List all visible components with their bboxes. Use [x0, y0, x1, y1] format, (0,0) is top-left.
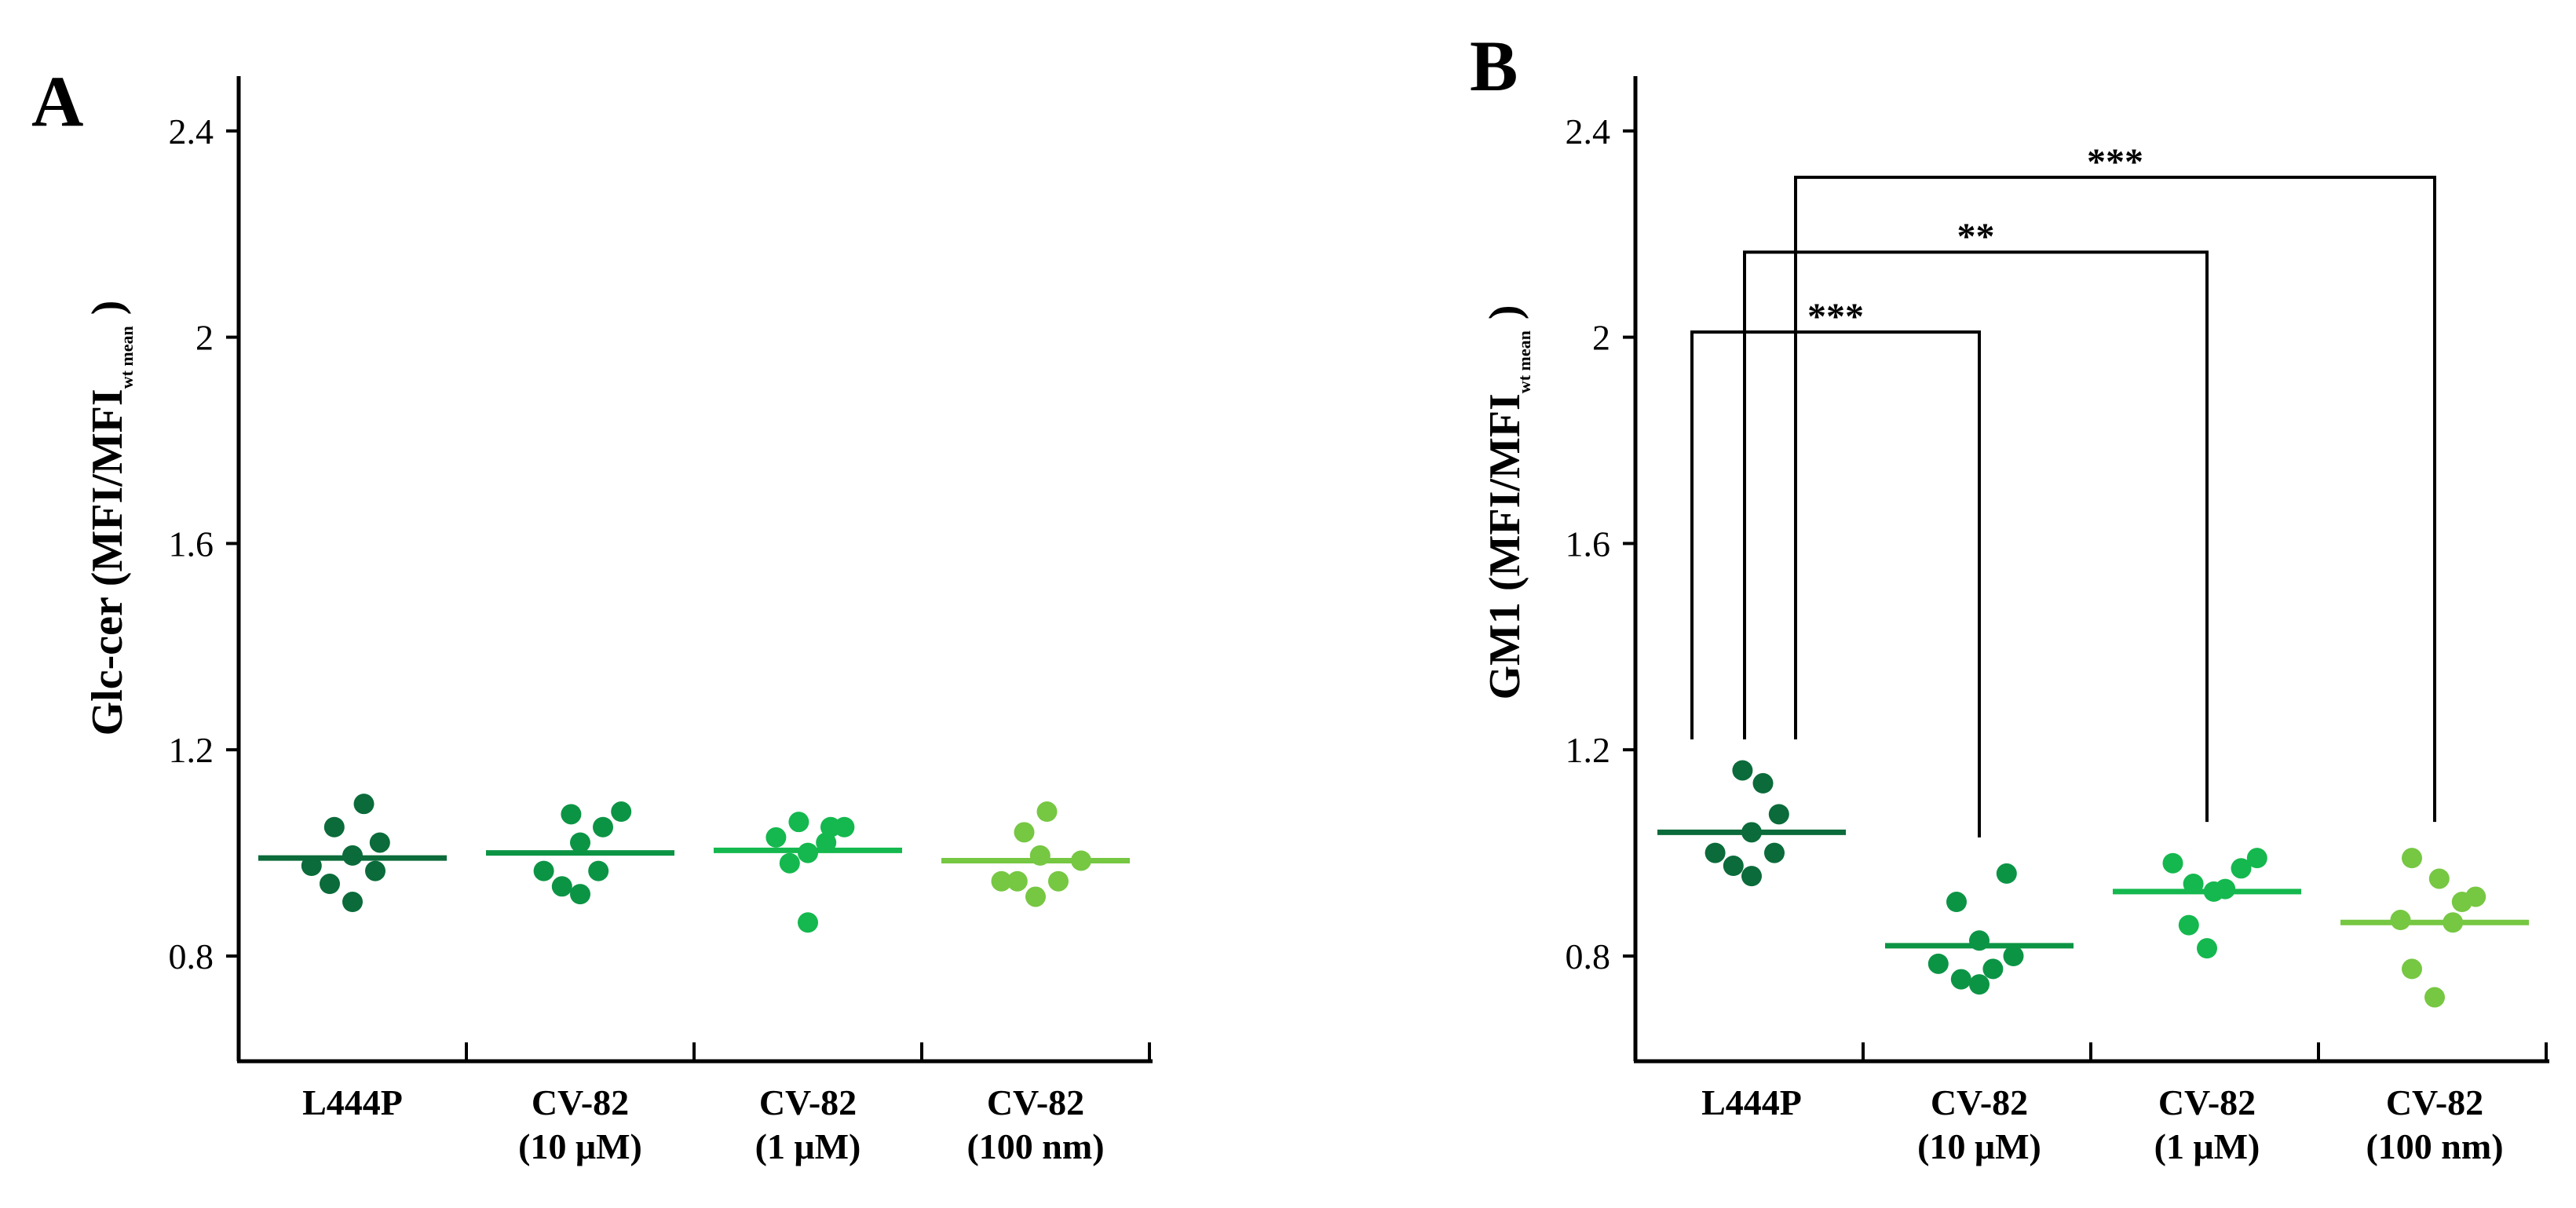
series-group: [714, 812, 902, 933]
data-point: [1741, 866, 1762, 887]
data-point: [788, 812, 809, 833]
series-group: [2340, 848, 2529, 1008]
data-point: [1768, 804, 1789, 825]
significance-label: ***: [2087, 141, 2143, 183]
data-point: [779, 852, 800, 874]
significance-bracket: [1743, 250, 2209, 823]
data-point: [1764, 842, 1785, 863]
data-point: [369, 832, 390, 853]
data-point: [323, 816, 345, 838]
y-tick-label: 1.2: [169, 730, 214, 770]
data-point: [1723, 856, 1744, 877]
data-point: [1982, 958, 2004, 980]
data-point: [1007, 870, 1028, 892]
panel-b: B 0.8 1.2 1.6 2 2.4 L444P CV-82 (10 μM) CV-82 (1 …: [1470, 26, 2549, 1166]
y-tick-label: 0.8: [169, 936, 214, 976]
data-point: [611, 801, 632, 823]
x-tick-label: CV-82 (100 nm): [966, 1082, 1104, 1166]
data-point: [1025, 886, 1046, 907]
data-point: [1048, 870, 1069, 892]
data-point: [834, 816, 855, 838]
significance-bracket: [1794, 175, 2436, 823]
data-point: [1014, 822, 1035, 843]
x-tick-label: CV-82 (10 μM): [1917, 1082, 2041, 1166]
data-point: [2465, 886, 2486, 907]
data-point: [1969, 974, 1990, 995]
y-axis-title: GM1 (MFI/MFIwt mean ): [1481, 305, 1534, 699]
y-tick-label: 0.8: [1566, 936, 1611, 976]
data-point: [2424, 987, 2445, 1008]
data-point: [588, 860, 609, 881]
data-point: [2428, 868, 2450, 889]
data-point: [1752, 772, 1774, 794]
data-point: [798, 912, 818, 933]
series-group: [1885, 863, 2074, 995]
x-tick-label: CV-82 (1 μM): [2154, 1082, 2260, 1166]
x-tick-label: L444P: [1701, 1082, 1802, 1122]
data-point: [342, 892, 363, 913]
data-point: [2246, 848, 2267, 869]
panel-a-letter: A: [31, 61, 83, 141]
data-point: [2402, 958, 2422, 980]
series-group: [1657, 760, 1846, 887]
data-point: [593, 816, 613, 838]
significance-label: ***: [1807, 296, 1864, 338]
y-tick-label: 1.2: [1566, 730, 1611, 770]
y-tick-label: 2: [1592, 318, 1610, 358]
data-point: [1705, 842, 1726, 863]
y-tick-label: 1.6: [169, 524, 214, 564]
data-point: [533, 860, 554, 881]
significance-label: **: [1957, 216, 1995, 257]
y-tick-label: 1.6: [1566, 524, 1611, 564]
y-tick-label: 2.4: [1566, 111, 1611, 151]
data-point: [1036, 801, 1058, 823]
data-point: [2162, 852, 2183, 874]
data-point: [1996, 863, 2017, 884]
data-point: [1732, 760, 1753, 781]
data-point: [2231, 858, 2252, 879]
data-point: [1946, 892, 1967, 913]
data-point: [570, 884, 590, 905]
panel-a: A 0.8 1.2 1.6 2 2.4 L444P CV-82 (10 μM) CV-82 (1 …: [31, 61, 1153, 1166]
significance-bracket: [1690, 330, 1981, 838]
y-axis-title: Glc-cer (MFI/MFIwt mean ): [83, 301, 137, 736]
data-point: [320, 874, 340, 895]
data-point: [2197, 938, 2217, 959]
data-point: [991, 870, 1012, 892]
x-tick-label: CV-82 (100 nm): [2366, 1082, 2503, 1166]
data-point: [2178, 914, 2199, 936]
series-group: [258, 794, 447, 913]
x-tick-label: L444P: [302, 1082, 403, 1122]
data-point: [551, 876, 572, 897]
data-point: [765, 827, 787, 848]
series-group: [2113, 848, 2301, 959]
data-point: [353, 794, 375, 815]
data-point: [570, 832, 590, 853]
y-tick-label: 2.4: [169, 111, 214, 151]
data-point: [2402, 848, 2422, 869]
data-point: [1950, 969, 1971, 990]
x-tick-label: CV-82 (10 μM): [518, 1082, 642, 1166]
y-tick-label: 2: [195, 318, 214, 358]
data-point: [2003, 946, 2024, 966]
series-group: [486, 801, 674, 905]
panel-b-letter: B: [1470, 26, 1518, 106]
data-point: [365, 860, 385, 881]
data-point: [561, 804, 582, 825]
x-tick-label: CV-82 (1 μM): [755, 1082, 861, 1166]
data-point: [1927, 953, 1949, 974]
series-group: [941, 801, 1130, 907]
